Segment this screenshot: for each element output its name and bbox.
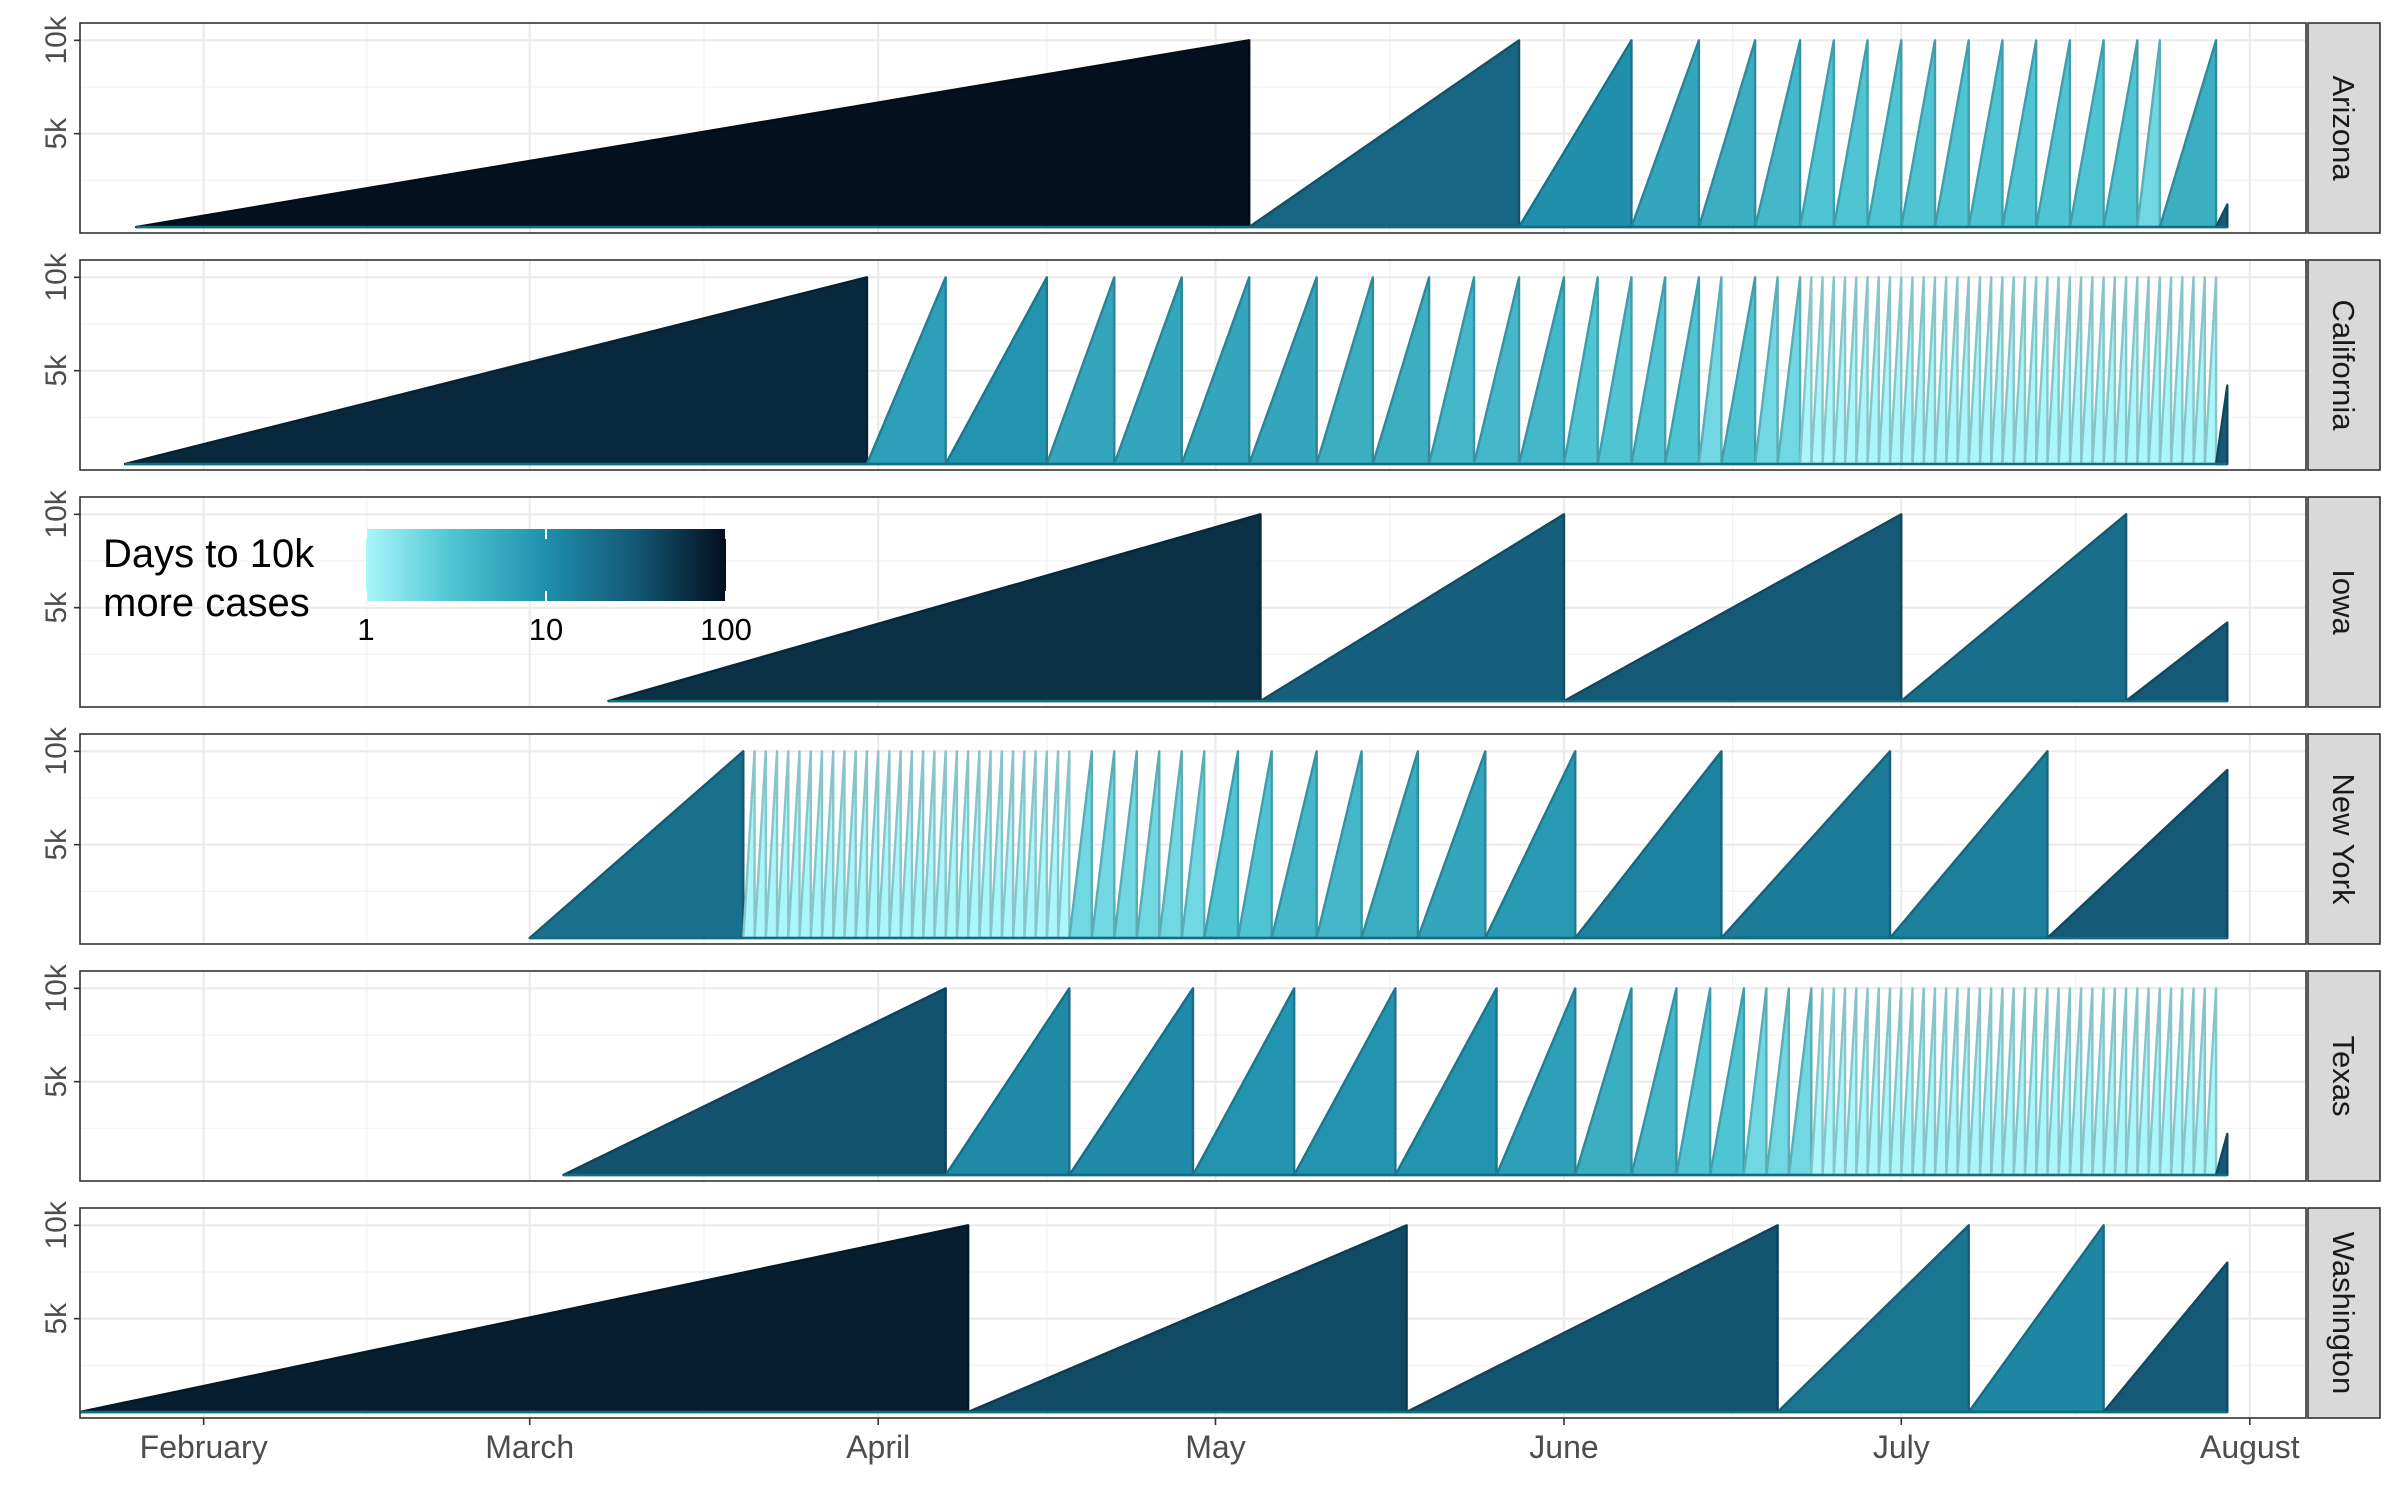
y-tick-label: 5k	[40, 1065, 73, 1098]
series-texas	[562, 987, 2229, 1177]
facet-strip	[2307, 22, 2381, 234]
facet-strip	[2307, 1207, 2381, 1419]
panel-border	[79, 496, 2307, 708]
facet-strip-label: Texas	[2326, 1036, 2361, 1117]
panel-arizona: 5k 10k Arizona	[40, 15, 2381, 234]
y-tick-label: 10k	[40, 726, 73, 775]
facet-strip-label: Iowa	[2326, 569, 2361, 635]
panel-washington: 5k 10k Washington	[40, 1200, 2381, 1419]
legend-tick-label: 1	[357, 612, 374, 647]
color-legend: Days to 10k more cases 1 10 100	[103, 529, 752, 647]
y-tick-label: 5k	[40, 117, 73, 150]
x-tick-label: February	[140, 1429, 268, 1465]
series-california	[123, 276, 2229, 466]
panel-border	[79, 22, 2307, 234]
panel-border	[79, 259, 2307, 471]
legend-colorbar	[366, 529, 726, 601]
facet-strip-label: New York	[2326, 774, 2361, 905]
legend-title-line-1: Days to 10k	[103, 532, 315, 576]
y-tick-label: 5k	[40, 591, 73, 624]
facet-strip-label: Arizona	[2326, 75, 2361, 181]
x-tick-label: April	[846, 1429, 910, 1465]
facet-strip-label: Washington	[2326, 1232, 2361, 1395]
legend-title-line-2: more cases	[103, 581, 310, 625]
panel-california: 5k 10k California	[40, 252, 2381, 471]
y-tick-label: 10k	[40, 252, 73, 301]
y-tick-label: 10k	[40, 15, 73, 64]
x-tick-label: July	[1873, 1429, 1930, 1465]
y-tick-label: 5k	[40, 354, 73, 387]
series-arizona	[135, 39, 2229, 229]
panel-border	[79, 1207, 2307, 1419]
x-tick-label: May	[1185, 1429, 1245, 1465]
series-washington	[80, 1224, 2229, 1414]
y-tick-label: 5k	[40, 1302, 73, 1335]
x-axis: February March April May June July August	[140, 1418, 2300, 1465]
facet-strip	[2307, 259, 2381, 471]
y-tick-label: 10k	[40, 963, 73, 1012]
series-new-york	[528, 750, 2229, 940]
panel-texas: 5k 10k Texas	[40, 963, 2381, 1182]
panel-new-york: 5k 10k New York	[40, 726, 2381, 945]
y-tick-label: 10k	[40, 489, 73, 538]
panel-border	[79, 733, 2307, 945]
y-tick-label: 5k	[40, 828, 73, 861]
x-tick-label: August	[2200, 1429, 2300, 1465]
facet-strip-label: California	[2326, 300, 2361, 432]
legend-tick-label: 10	[529, 612, 563, 647]
x-tick-label: March	[485, 1429, 574, 1465]
series-iowa	[607, 513, 2229, 703]
x-tick-label: June	[1529, 1429, 1598, 1465]
y-tick-label: 10k	[40, 1200, 73, 1249]
facet-strip	[2307, 733, 2381, 945]
panel-border	[79, 970, 2307, 1182]
facet-strip	[2307, 496, 2381, 708]
legend-tick-label: 100	[700, 612, 752, 647]
facet-strip	[2307, 970, 2381, 1182]
